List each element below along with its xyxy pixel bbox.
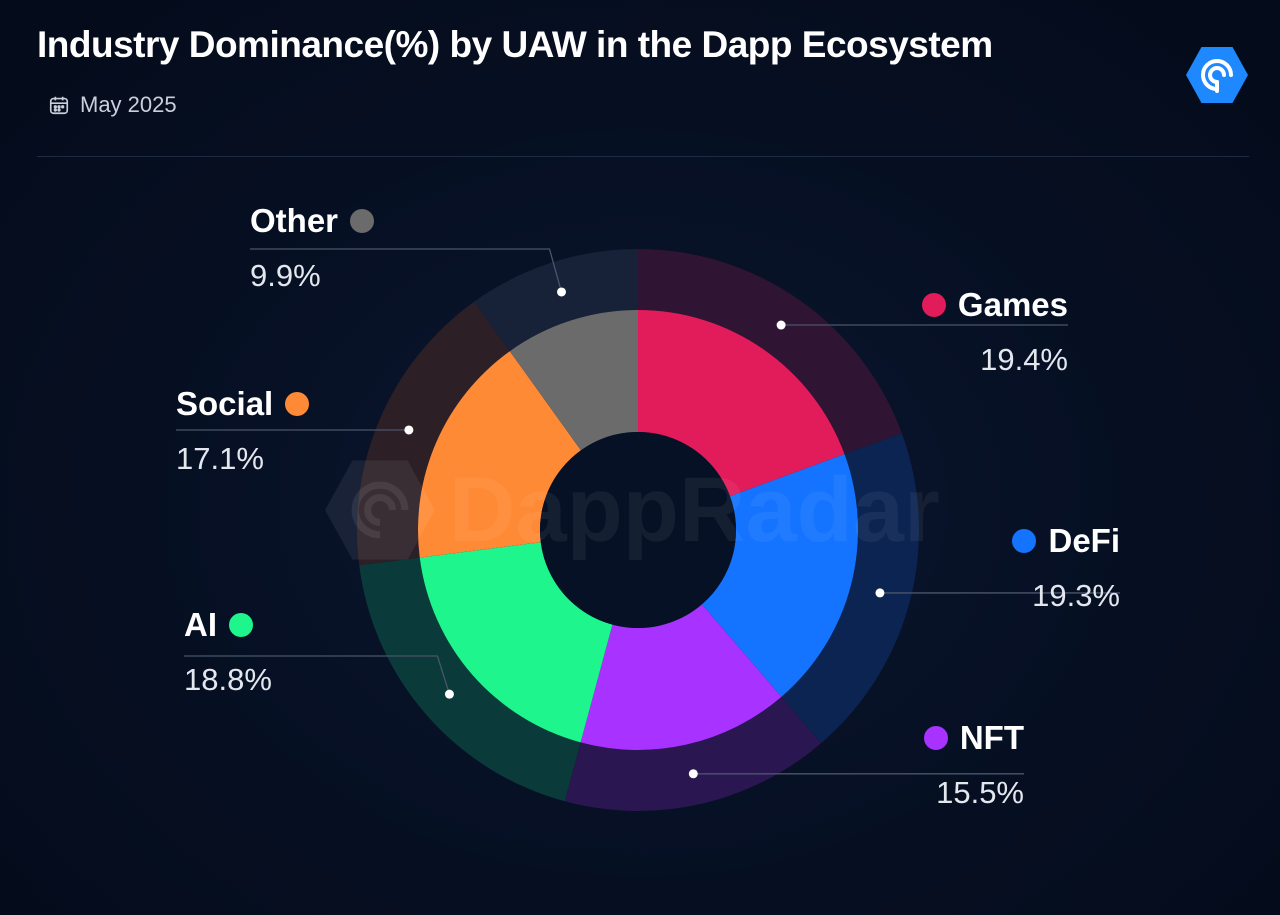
value-label-other: 9.9% [250, 258, 321, 293]
value-label-defi: 19.3% [1032, 578, 1120, 613]
label-ai: AI 18.8% [184, 606, 272, 698]
leader-dot-social [404, 425, 414, 435]
value-label-social: 17.1% [176, 441, 264, 476]
leader-dot-games [776, 320, 786, 330]
header-divider [37, 156, 1249, 157]
outer-segment-other [474, 249, 638, 352]
chart-title: Industry Dominance(%) by UAW in the Dapp… [37, 24, 993, 65]
outer-segment-nft [564, 696, 822, 811]
legend-dot-social [285, 392, 310, 416]
leader-line-ai [184, 655, 451, 695]
legend-name-ai: AI [184, 606, 217, 643]
legend-name-other: Other [250, 202, 339, 239]
legend-dot-defi [1012, 529, 1037, 553]
value-label-games: 19.4% [980, 342, 1068, 377]
legend-dot-nft [923, 726, 948, 750]
legend-name-defi: DeFi [1048, 522, 1120, 559]
slice-defi[interactable] [701, 454, 858, 697]
date-row: May 2025 [48, 92, 177, 118]
legend-name-nft: NFT [959, 719, 1024, 756]
date-label: May 2025 [80, 92, 177, 117]
slice-other[interactable] [509, 310, 638, 451]
legend-name-games: Games [957, 286, 1068, 323]
leader-line-other [250, 248, 563, 293]
legend-dot-games [921, 293, 946, 317]
legend-dot-other [350, 209, 375, 233]
value-label-nft: 15.5% [936, 775, 1024, 810]
legend-dot-ai [229, 613, 253, 637]
legend-name-social: Social [176, 385, 274, 422]
leader-dot-other [556, 287, 566, 297]
leader-dot-nft [688, 769, 698, 779]
value-label-ai: 18.8% [184, 662, 272, 697]
leader-lines [176, 248, 1120, 779]
outer-segment-games [638, 249, 902, 455]
label-games: Games 19.4% [921, 286, 1068, 378]
slices [418, 310, 858, 750]
calendar-icon [49, 96, 69, 115]
slice-nft[interactable] [580, 604, 782, 750]
donut-hole [540, 432, 736, 628]
outer-segment-ai [359, 557, 581, 802]
slice-ai[interactable] [419, 542, 613, 743]
slice-games[interactable] [638, 310, 845, 497]
label-social: Social 17.1% [176, 385, 310, 477]
outer-ring [357, 249, 919, 811]
leader-dot-defi [875, 588, 885, 598]
outer-segment-defi [781, 433, 919, 744]
label-defi: DeFi 19.3% [1012, 522, 1120, 614]
slice-social[interactable] [418, 351, 581, 558]
label-nft: NFT 15.5% [923, 719, 1024, 811]
outer-segment-social [357, 301, 510, 566]
leader-dot-ai [444, 689, 454, 699]
dappradar-logo-icon [1186, 47, 1248, 103]
label-other: Other 9.9% [250, 202, 375, 294]
